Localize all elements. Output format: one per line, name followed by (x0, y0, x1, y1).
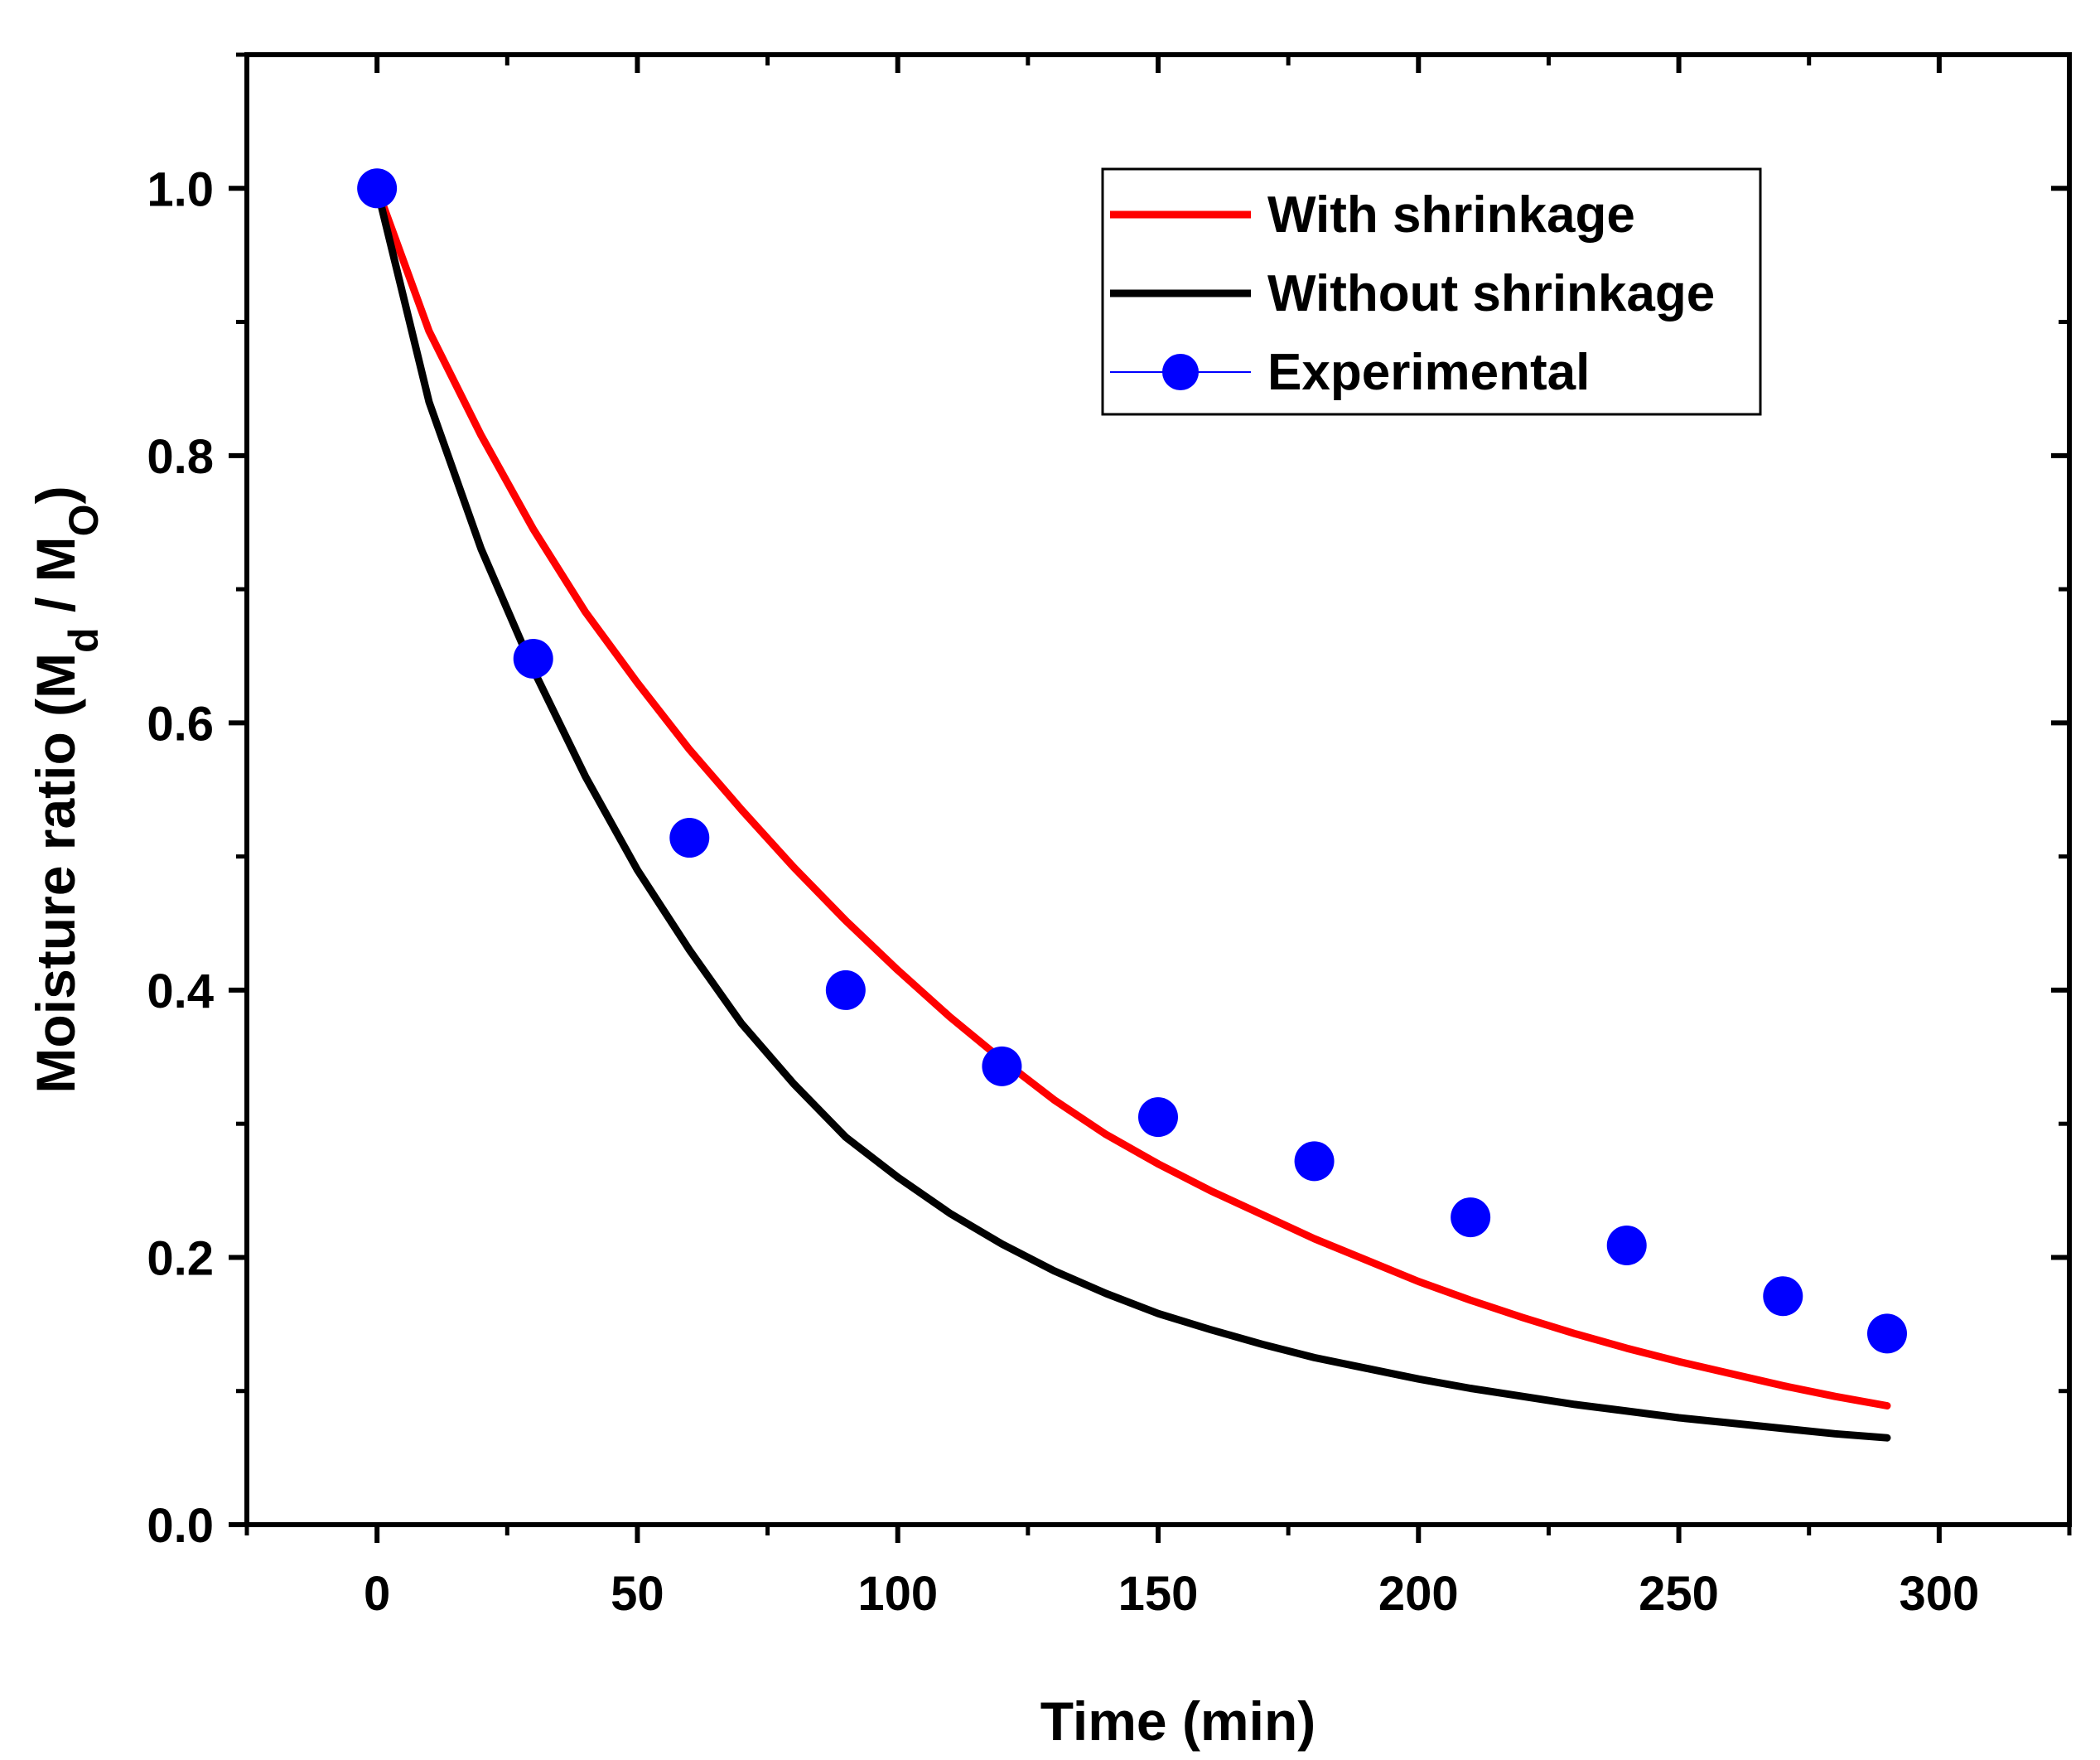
axis-tick-labels: 0 50 100 150 200 250 300 0.0 0.2 0.4 0.6 0.8 1.0 (147, 162, 1979, 1621)
x-tick-label: 0 (364, 1567, 390, 1621)
experimental-point (1606, 1225, 1647, 1265)
experimental-points (357, 168, 1907, 1354)
y-axis-title: Moisture ratio (Md / MO) (25, 486, 107, 1093)
experimental-point (1451, 1197, 1491, 1238)
experimental-point (1294, 1141, 1335, 1182)
y-tick-label: 1.0 (147, 162, 214, 216)
legend-label-without-shrinkage: Without shrinkage (1267, 265, 1715, 322)
experimental-point (1763, 1276, 1803, 1317)
y-tick-label: 0.6 (147, 697, 214, 751)
series-line-without-shrinkage (373, 184, 1891, 1442)
x-tick-label: 100 (857, 1567, 938, 1621)
experimental-point (513, 638, 553, 679)
legend: With shrinkage Without shrinkage Experim… (1101, 167, 1762, 416)
legend-label-with-shrinkage: With shrinkage (1267, 186, 1635, 244)
y-tick-label: 0.4 (147, 965, 214, 1018)
experimental-point (669, 818, 710, 858)
experimental-point (825, 969, 866, 1010)
x-tick-label: 250 (1639, 1567, 1719, 1621)
x-axis-title: Time (min) (1040, 1690, 1316, 1752)
axis-ticks (229, 52, 2072, 1543)
x-tick-label: 150 (1118, 1567, 1199, 1621)
y-tick-label: 0.2 (147, 1231, 214, 1285)
x-tick-label: 200 (1378, 1567, 1459, 1621)
legend-label-experimental: Experimental (1267, 344, 1590, 401)
legend-swatch-experimental-marker (1162, 354, 1199, 390)
experimental-point (1138, 1097, 1178, 1138)
experimental-point (1867, 1313, 1907, 1354)
x-tick-label: 300 (1899, 1567, 1979, 1621)
series-line-with-shrinkage (373, 184, 1891, 1409)
y-tick-label: 0.0 (147, 1499, 214, 1553)
experimental-point (357, 168, 398, 209)
y-tick-label: 0.8 (147, 430, 214, 484)
experimental-point (982, 1046, 1022, 1086)
x-tick-label: 50 (611, 1567, 664, 1621)
